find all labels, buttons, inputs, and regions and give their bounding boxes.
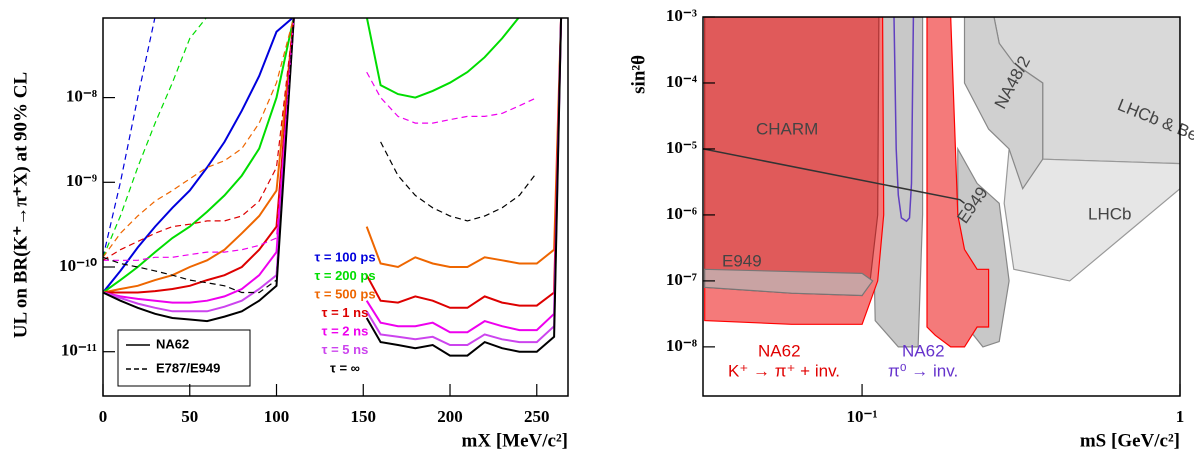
- x-tick-label: 1: [1176, 407, 1185, 426]
- region-label: LHCb: [1088, 204, 1131, 223]
- x-tick-label: 150: [351, 407, 377, 426]
- x-axis-title: mX [MeV/c²]: [462, 430, 568, 451]
- series-line: [103, 18, 207, 258]
- y-tick-label: 10⁻⁸: [66, 86, 97, 105]
- exclusion-region: [704, 268, 874, 297]
- series-label: τ = 5 ns: [322, 342, 369, 357]
- region-label: NA62: [758, 341, 801, 360]
- series-line: [103, 18, 563, 346]
- exclusion-region: [926, 17, 990, 348]
- boundary-line: [703, 148, 965, 204]
- y-tick-label: 10⁻⁹: [66, 171, 97, 190]
- series-line: [103, 18, 538, 294]
- y-tick-label: 10⁻³: [666, 6, 697, 25]
- legend-label: E787/E949: [156, 360, 220, 375]
- x-tick-label: 200: [437, 407, 463, 426]
- x-tick-label: 100: [264, 407, 290, 426]
- series-line: [103, 18, 295, 261]
- series-line: [103, 18, 563, 357]
- series-line: [103, 18, 563, 334]
- series-line: [103, 18, 295, 258]
- legend-label: NA62: [156, 336, 189, 351]
- y-tick-label: 10⁻⁵: [666, 138, 697, 157]
- x-axis-title: mS [GeV/c²]: [1080, 430, 1180, 451]
- series-label: τ = 200 ps: [314, 268, 375, 283]
- y-tick-label: 10⁻¹⁰: [59, 256, 97, 275]
- x-tick-label: 50: [181, 407, 198, 426]
- plot-area: [703, 17, 1180, 348]
- region-label: NA62: [902, 341, 945, 360]
- legend-box: [117, 329, 251, 387]
- series-line: [103, 18, 538, 261]
- boundary-line: [893, 17, 915, 223]
- series-label: τ = 100 ps: [314, 249, 375, 264]
- plot-frame: [102, 17, 569, 397]
- y-axis-title: UL on BR(K⁺→π⁺X) at 90% CL: [10, 72, 31, 338]
- y-axis-title: sin²θ: [628, 55, 649, 94]
- y-tick-label: 10⁻⁴: [666, 72, 697, 91]
- exclusion-region: [963, 17, 1044, 191]
- series-line: [103, 18, 156, 258]
- series-label: τ = 2 ns: [322, 323, 369, 338]
- region-label: π⁰ → inv.: [888, 361, 958, 380]
- series-label: τ = 1 ns: [322, 305, 369, 320]
- y-tick-label: 10⁻⁶: [666, 204, 697, 223]
- y-tick-label: 10⁻⁸: [666, 336, 697, 355]
- series-line: [103, 18, 520, 294]
- series-line: [103, 18, 563, 294]
- x-tick-label: 250: [524, 407, 550, 426]
- x-tick-label: 10⁻¹: [847, 407, 878, 426]
- region-label: K⁺ → π⁺ + inv.: [728, 361, 840, 380]
- plot-area: [103, 18, 563, 357]
- series-line: [103, 18, 563, 309]
- series-label: τ = 500 ps: [314, 286, 375, 301]
- region-label: CHARM: [756, 119, 818, 138]
- x-tick-label: 0: [99, 407, 108, 426]
- y-tick-label: 10⁻⁷: [666, 270, 697, 289]
- exclusion-region: [1003, 148, 1180, 282]
- series-label: τ = ∞: [330, 360, 360, 375]
- series-line: [103, 18, 295, 294]
- y-tick-label: 10⁻¹¹: [61, 341, 97, 360]
- plot-frame: [702, 16, 1181, 397]
- region-label: E949: [722, 251, 762, 270]
